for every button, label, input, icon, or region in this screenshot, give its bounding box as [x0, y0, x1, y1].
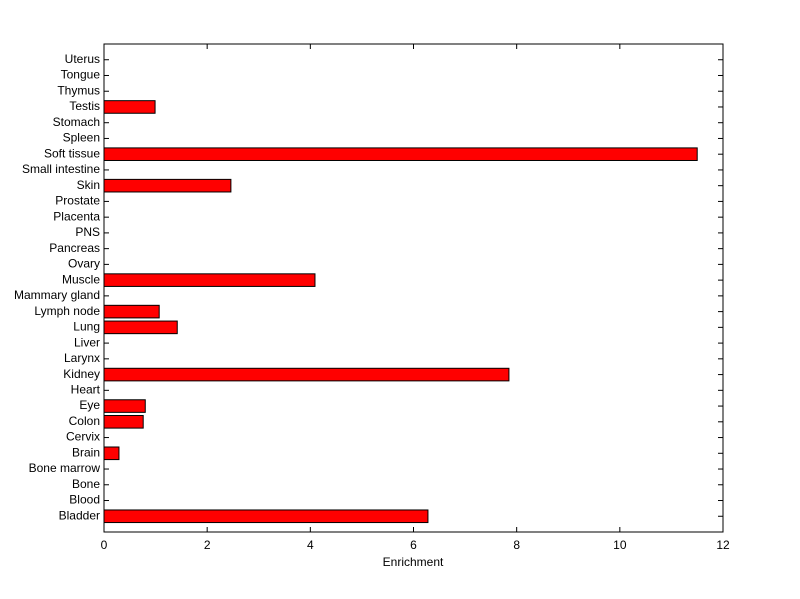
bar — [103, 320, 178, 335]
bar — [103, 304, 160, 319]
y-tick-label: Kidney — [63, 367, 100, 381]
bar — [103, 399, 146, 413]
y-tick-label: Muscle — [62, 272, 100, 286]
bar — [103, 446, 120, 461]
y-tick-label: Bone — [72, 477, 100, 491]
bar — [103, 415, 144, 429]
y-tick-label: Cervix — [66, 430, 100, 444]
x-tick-label: 6 — [410, 538, 417, 552]
y-tick-label: Bone marrow — [29, 461, 101, 475]
y-tick-label: Larynx — [64, 351, 100, 365]
y-tick-label: Thymus — [57, 83, 100, 97]
bar — [103, 273, 316, 287]
y-tick-label: Spleen — [63, 131, 100, 145]
y-tick-label: Ovary — [68, 257, 100, 271]
y-tick-label: Liver — [74, 335, 100, 349]
plot-area — [103, 43, 724, 533]
x-tick-label: 0 — [101, 538, 108, 552]
x-tick-label: 12 — [716, 538, 730, 552]
bar — [103, 147, 698, 161]
y-tick-label: Skin — [77, 178, 100, 192]
y-tick-label: Small intestine — [22, 162, 100, 176]
y-tick-label: Pancreas — [49, 241, 100, 255]
y-tick-label: Prostate — [55, 194, 100, 208]
y-tick-label: Bladder — [59, 508, 100, 522]
x-tick-label: 8 — [513, 538, 520, 552]
y-tick-label: Soft tissue — [44, 146, 100, 160]
y-tick-label: Mammary gland — [14, 288, 100, 302]
bar — [103, 367, 510, 382]
bar — [103, 178, 232, 193]
bar — [103, 509, 429, 524]
y-tick-label: Stomach — [53, 115, 100, 129]
bar — [103, 100, 156, 114]
x-tick-label: 4 — [307, 538, 314, 552]
y-tick-label: Testis — [69, 99, 100, 113]
y-tick-label: Brain — [72, 445, 100, 459]
x-tick-label: 10 — [613, 538, 627, 552]
y-tick-label: Lymph node — [34, 304, 100, 318]
x-axis-label: Enrichment — [383, 555, 444, 569]
y-tick-label: Eye — [79, 398, 100, 412]
y-tick-label: PNS — [75, 225, 100, 239]
y-tick-label: Colon — [69, 414, 100, 428]
y-tick-label: Tongue — [61, 68, 101, 82]
y-tick-label: Lung — [73, 320, 100, 334]
y-tick-label: Uterus — [65, 52, 100, 66]
x-tick-label: 2 — [204, 538, 211, 552]
y-tick-label: Placenta — [53, 209, 100, 223]
y-tick-label: Heart — [71, 382, 101, 396]
y-tick-label: Blood — [69, 493, 100, 507]
